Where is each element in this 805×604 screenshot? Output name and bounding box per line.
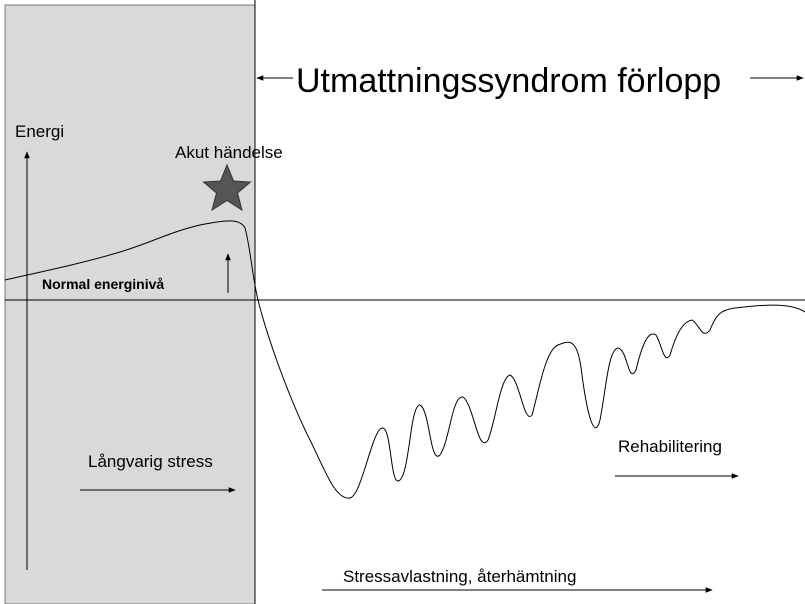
star (202, 163, 252, 212)
normal-level-label: Normal energinivå (42, 276, 164, 292)
title: Utmattningssyndrom förlopp (296, 62, 721, 100)
long-stress-label: Långvarig stress (88, 452, 213, 471)
stress-phase-panel (4, 4, 256, 604)
acute-event-label: Akut händelse (175, 143, 283, 162)
rehabilitation-label: Rehabilitering (618, 437, 722, 456)
energy-curve (4, 220, 805, 499)
axis-label: Energi (15, 122, 64, 141)
relief-label: Stressavlastning, återhämtning (343, 567, 576, 586)
